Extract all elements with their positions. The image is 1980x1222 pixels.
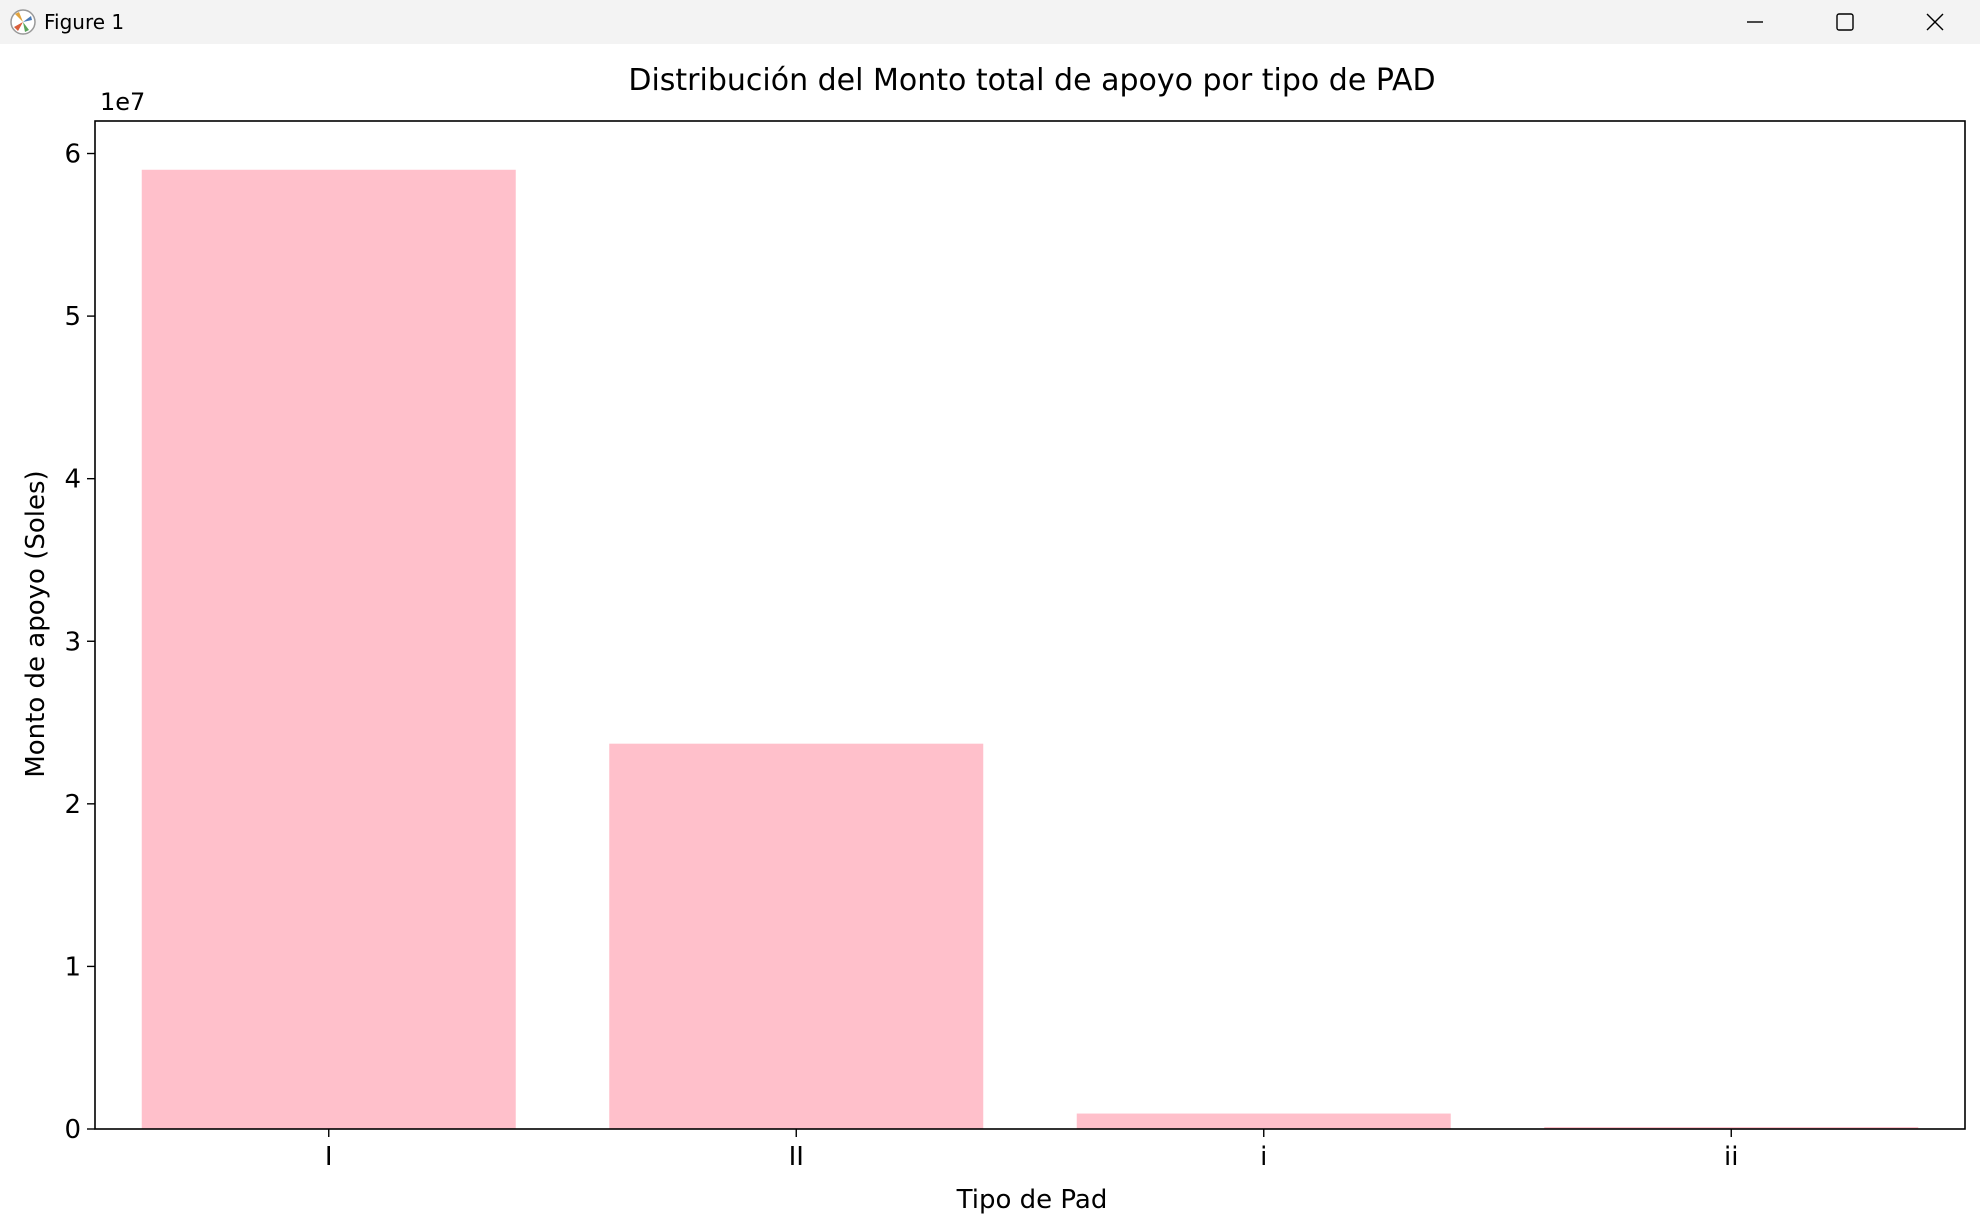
x-tick-label: i: [1260, 1142, 1267, 1172]
minimize-button[interactable]: [1710, 0, 1800, 44]
y-tick-label: 2: [64, 790, 81, 820]
bar-3: [1544, 1127, 1919, 1129]
y-tick-label: 4: [64, 465, 81, 495]
bar-2: [1076, 1113, 1451, 1129]
y-tick-label: 3: [64, 627, 81, 657]
maximize-icon: [1836, 13, 1854, 31]
minimize-icon: [1747, 21, 1763, 23]
close-icon: [1926, 13, 1944, 31]
chart-area: Distribución del Monto total de apoyo po…: [0, 44, 1980, 1222]
chart-title: Distribución del Monto total de apoyo po…: [628, 63, 1435, 98]
bars-group: [141, 169, 1919, 1130]
matplotlib-logo-icon: [8, 7, 38, 37]
x-ticks-group: I II i ii: [325, 1129, 1738, 1172]
bar-chart: Distribución del Monto total de apoyo po…: [21, 63, 1966, 1215]
y-tick-label: 1: [64, 952, 81, 982]
window-title: Figure 1: [44, 10, 125, 34]
x-tick-label: II: [789, 1142, 804, 1172]
title-bar[interactable]: Figure 1: [0, 0, 1980, 44]
y-axis-label: Monto de apoyo (Soles): [21, 470, 51, 777]
plot-frame: [94, 120, 1966, 1130]
bar-1: [609, 743, 984, 1129]
x-axis-label: Tipo de Pad: [956, 1185, 1108, 1215]
close-button[interactable]: [1890, 0, 1980, 44]
maximize-button[interactable]: [1800, 0, 1890, 44]
y-tick-label: 5: [64, 302, 81, 332]
bar-0: [141, 169, 516, 1130]
x-tick-label: I: [325, 1142, 333, 1172]
y-axis-offset-label: 1e7: [100, 88, 145, 116]
y-tick-label: 0: [64, 1115, 81, 1145]
x-tick-label: ii: [1724, 1142, 1738, 1172]
y-ticks-group: 0 1 2 3 4 5 6: [64, 140, 95, 1145]
window-controls: [1710, 0, 1980, 44]
y-tick-label: 6: [64, 140, 81, 170]
